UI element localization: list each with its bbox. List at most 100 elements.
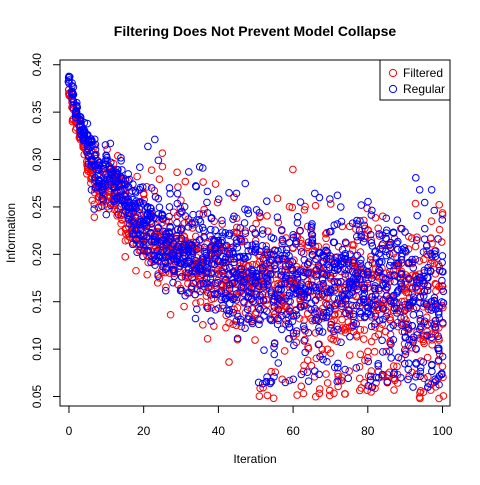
data-point-regular — [439, 299, 448, 307]
data-point-regular — [430, 206, 439, 215]
data-point-regular — [91, 140, 100, 149]
data-point-regular — [166, 189, 174, 198]
data-point-regular — [379, 240, 387, 248]
data-point-regular — [191, 182, 200, 190]
data-point-regular — [301, 348, 310, 357]
data-point-regular — [248, 294, 256, 303]
data-point-filtered — [318, 345, 327, 354]
data-point-regular — [319, 355, 327, 364]
data-point-regular — [310, 189, 319, 198]
data-point-filtered — [325, 391, 334, 400]
data-point-regular — [315, 370, 323, 379]
data-point-regular — [97, 180, 106, 188]
data-point-filtered — [121, 253, 130, 261]
data-point-filtered — [322, 234, 330, 243]
data-point-regular — [98, 194, 106, 203]
data-point-filtered — [300, 206, 309, 214]
data-point-regular — [296, 198, 305, 206]
data-point-regular — [106, 139, 115, 148]
data-point-filtered — [210, 322, 218, 330]
data-point-regular — [87, 186, 96, 194]
data-point-regular — [274, 247, 282, 255]
data-point-filtered — [386, 313, 394, 322]
data-point-regular — [412, 236, 421, 244]
data-point-regular — [147, 204, 155, 213]
data-point-filtered — [415, 257, 424, 265]
data-point-regular — [404, 375, 412, 384]
data-point-regular — [366, 372, 375, 381]
data-point-regular — [333, 325, 342, 334]
data-point-regular — [381, 234, 390, 242]
data-point-regular — [416, 292, 425, 301]
data-point-regular — [375, 316, 384, 325]
data-point-regular — [404, 365, 413, 374]
data-point-regular — [113, 187, 121, 196]
data-point-regular — [408, 298, 416, 307]
data-point-filtered — [192, 299, 200, 307]
data-point-filtered — [310, 373, 319, 381]
data-point-regular — [400, 359, 409, 368]
data-point-regular — [121, 176, 130, 185]
data-point-regular — [382, 247, 390, 256]
y-axis: 0.05 0.10 0.15 0.20 0.25 0.30 0.35 0.40 — [30, 53, 61, 409]
data-point-regular — [400, 346, 409, 354]
data-point-regular — [330, 238, 339, 247]
data-point-filtered — [363, 354, 372, 362]
points-layer — [64, 72, 448, 403]
data-point-filtered — [221, 285, 229, 294]
data-point-regular — [314, 340, 323, 349]
data-point-filtered — [340, 390, 349, 398]
data-point-regular — [277, 281, 286, 289]
data-point-filtered — [285, 202, 294, 211]
data-point-regular — [370, 302, 379, 310]
data-point-regular — [83, 131, 91, 139]
data-point-regular — [330, 283, 339, 292]
data-point-regular — [397, 269, 406, 278]
data-point-regular — [154, 194, 163, 203]
data-point-regular — [304, 280, 313, 289]
data-point-filtered — [225, 319, 233, 327]
data-point-filtered — [427, 330, 435, 338]
data-point-regular — [210, 290, 219, 299]
data-point-regular — [314, 290, 323, 299]
data-point-regular — [229, 308, 237, 317]
data-point-filtered — [269, 394, 278, 403]
data-point-filtered — [293, 391, 301, 399]
data-point-regular — [412, 283, 420, 292]
data-point-regular — [165, 184, 174, 192]
data-point-regular — [423, 241, 431, 250]
data-point-regular — [180, 202, 189, 211]
data-point-filtered — [155, 175, 164, 184]
data-point-regular — [129, 195, 137, 204]
data-point-regular — [102, 151, 110, 160]
data-point-regular — [346, 250, 354, 258]
data-point-filtered — [259, 383, 267, 392]
data-point-regular — [385, 250, 394, 259]
data-point-regular — [258, 230, 267, 238]
data-point-regular — [318, 328, 327, 336]
data-point-regular — [352, 232, 361, 241]
data-point-regular — [357, 201, 366, 209]
data-point-filtered — [158, 162, 167, 171]
data-point-regular — [311, 296, 320, 305]
data-point-filtered — [331, 286, 339, 295]
data-point-regular — [161, 286, 170, 295]
data-point-filtered — [411, 242, 420, 251]
data-point-filtered — [230, 193, 238, 202]
data-point-regular — [394, 353, 403, 362]
data-point-regular — [136, 163, 144, 172]
data-point-regular — [364, 357, 373, 366]
data-point-regular — [91, 151, 99, 159]
y-tick-label: 0.05 — [30, 385, 44, 409]
x-tick-label: 40 — [212, 424, 226, 438]
data-point-regular — [312, 255, 320, 263]
data-point-regular — [258, 263, 267, 272]
data-point-regular — [390, 277, 399, 286]
data-point-regular — [366, 310, 375, 319]
data-point-regular — [146, 212, 155, 221]
data-point-regular — [237, 235, 245, 244]
data-point-regular — [138, 252, 147, 261]
data-point-regular — [262, 245, 270, 254]
data-point-regular — [353, 216, 361, 225]
